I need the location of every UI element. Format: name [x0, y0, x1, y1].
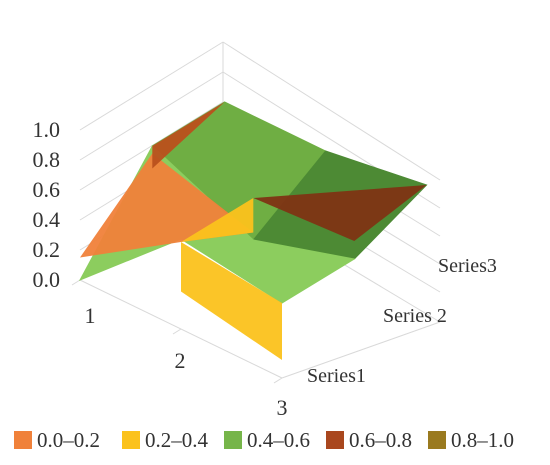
legend-swatch-3 [326, 431, 344, 449]
legend-item-0: 0.0–0.2 [14, 428, 100, 452]
gridline-z-0-8 [79, 71, 224, 161]
series-label-1: Series1 [307, 365, 366, 387]
z-tick-0-0: 0.0 [33, 267, 61, 292]
surface-band-yellow-center [181, 198, 254, 242]
legend: 0.0–0.2 0.2–0.4 0.4–0.6 0.6–0.8 0.8–1.0 [14, 428, 514, 452]
z-tick-0-4: 0.4 [33, 207, 61, 232]
legend-item-1: 0.2–0.4 [122, 428, 209, 452]
z-axis-labels: 1.0 0.8 0.6 0.4 0.2 0.0 [33, 117, 61, 292]
gridline-z-0-6 [79, 101, 224, 191]
series-label-3: Series3 [438, 255, 497, 277]
series-axis-labels: Series1 Series 2 Series3 [307, 255, 497, 387]
x-label-3: 3 [277, 395, 288, 420]
legend-item-2: 0.4–0.6 [224, 428, 310, 452]
legend-swatch-4 [428, 431, 446, 449]
z-tick-0-6: 0.6 [33, 177, 61, 202]
z-tick-0-8: 0.8 [33, 147, 61, 172]
legend-swatch-2 [224, 431, 242, 449]
legend-item-4: 0.8–1.0 [428, 428, 514, 452]
surface-band-yellow [181, 242, 282, 360]
legend-swatch-1 [122, 431, 140, 449]
z-tick-1-0: 1.0 [33, 117, 61, 142]
legend-label-2: 0.4–0.6 [247, 428, 310, 452]
gridline-z-1-0 [79, 41, 224, 131]
legend-label-1: 0.2–0.4 [145, 428, 209, 452]
x-tick-2 [172, 328, 182, 335]
series-label-2: Series 2 [383, 305, 447, 327]
legend-item-3: 0.6–0.8 [326, 428, 412, 452]
legend-label-4: 0.8–1.0 [451, 428, 514, 452]
x-label-2: 2 [175, 348, 186, 373]
x-axis-labels: 1 2 3 [85, 303, 288, 420]
surface-band-dark-orange [152, 102, 225, 169]
legend-label-3: 0.6–0.8 [349, 428, 412, 452]
legend-swatch-0 [14, 431, 32, 449]
x-tick-3 [273, 377, 283, 384]
legend-label-0: 0.0–0.2 [37, 428, 100, 452]
surface-band-brown [253, 185, 427, 241]
x-tick-1 [71, 279, 81, 286]
floor-front-right [281, 321, 441, 379]
gridline-z-1-0-right [222, 41, 441, 181]
surface-polygons [78, 101, 428, 360]
z-tick-0-2: 0.2 [33, 237, 61, 262]
x-label-1: 1 [85, 303, 96, 328]
